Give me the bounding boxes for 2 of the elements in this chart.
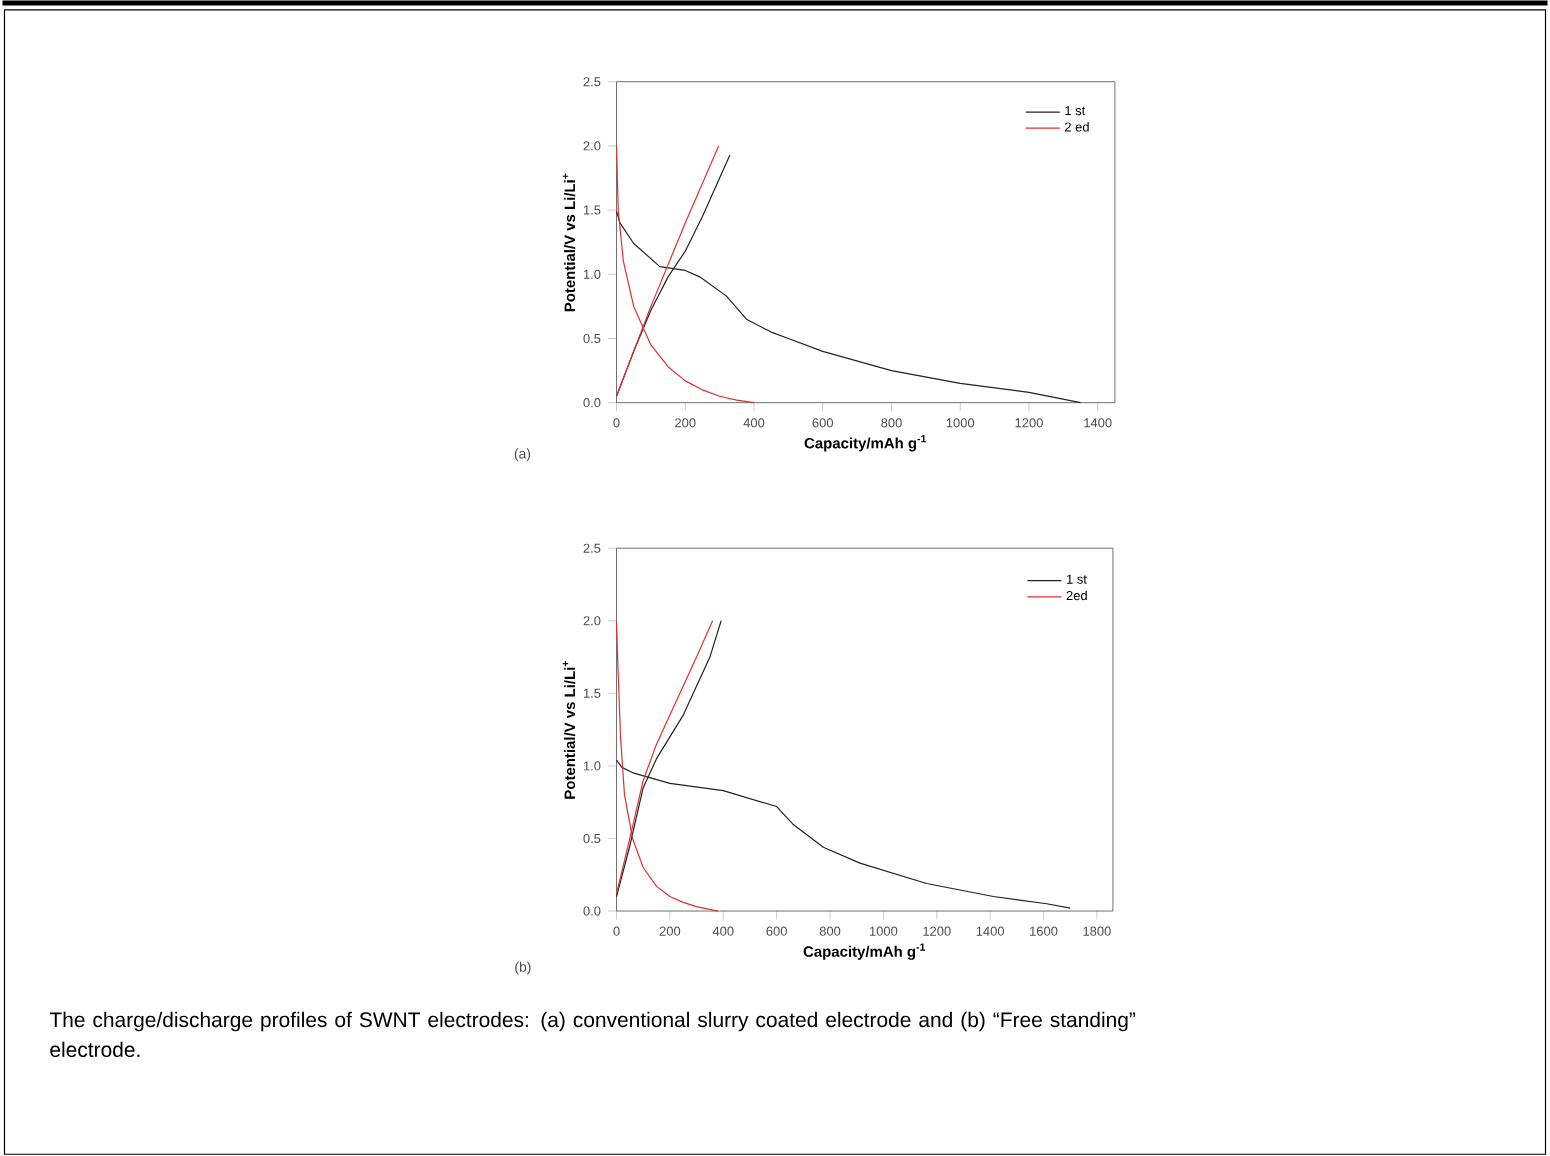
- text: The charge/discharge profiles of SWNT electrodes: (a) conventional slurry coated electrode and (b) “Free standing” electrode.: [49, 1011, 1136, 1057]
- line-series: [615, 145, 755, 404]
